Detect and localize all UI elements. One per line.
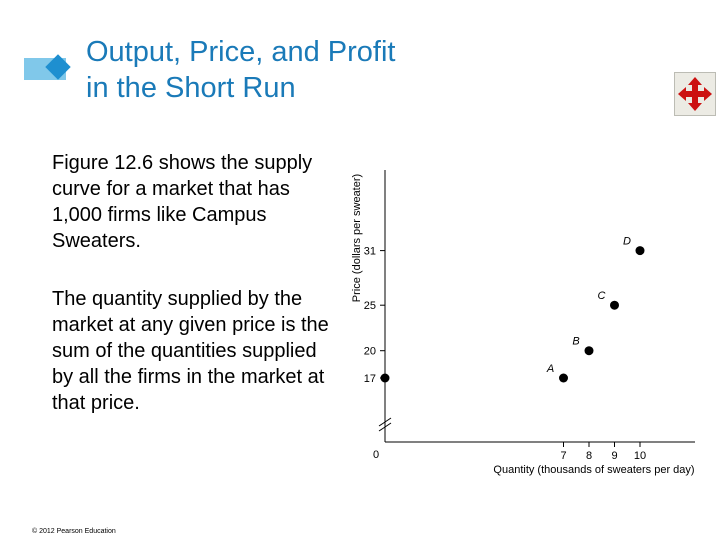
body-paragraph-1: Figure 12.6 shows the supply curve for a… (52, 152, 313, 252)
data-point-label: D (623, 236, 631, 248)
data-point (559, 373, 568, 383)
data-point-label: B (572, 336, 579, 348)
data-point (380, 373, 390, 383)
four-way-move-arrows-icon (678, 77, 712, 111)
y-tick-label: 20 (364, 346, 376, 358)
origin-label: 0 (373, 449, 379, 461)
y-tick-label: 17 (364, 373, 376, 385)
y-tick-label: 31 (364, 246, 376, 258)
data-point (610, 300, 619, 310)
copyright-footer: © 2012 Pearson Education (32, 528, 116, 535)
supply-scatter-chart: 17 20 25 31 7 8 9 10 A B C D Price (dollars per sw… (351, 170, 695, 476)
data-point (584, 346, 594, 356)
axis-break-mark (378, 422, 392, 432)
chart-ticks: 17 20 25 31 7 8 9 10 (364, 246, 646, 462)
chart-axes (378, 170, 695, 443)
x-tick-label: 9 (611, 450, 617, 462)
y-axis-label: Price (dollars per sweater) (351, 174, 363, 302)
data-point-label: C (598, 290, 606, 302)
data-point (635, 246, 645, 256)
x-tick-label: 7 (560, 450, 566, 462)
chart-points: A B C D (380, 236, 645, 383)
slide-title: Output, Price, and Profit in the Short R… (86, 34, 395, 106)
y-tick-label: 25 (364, 300, 376, 312)
x-tick-label: 8 (586, 450, 592, 462)
x-tick-label: 10 (634, 450, 646, 462)
slide-title-line1: Output, Price, and Profit (86, 36, 396, 68)
slide-title-line2: in the Short Run (86, 72, 296, 104)
axis-break-mark (378, 417, 392, 427)
x-axis-label: Quantity (thousands of sweaters per day) (493, 464, 694, 476)
data-point-label: A (546, 363, 554, 375)
body-paragraph-2: The quantity supplied by the market at a… (52, 288, 329, 414)
navigation-button[interactable] (674, 72, 716, 116)
